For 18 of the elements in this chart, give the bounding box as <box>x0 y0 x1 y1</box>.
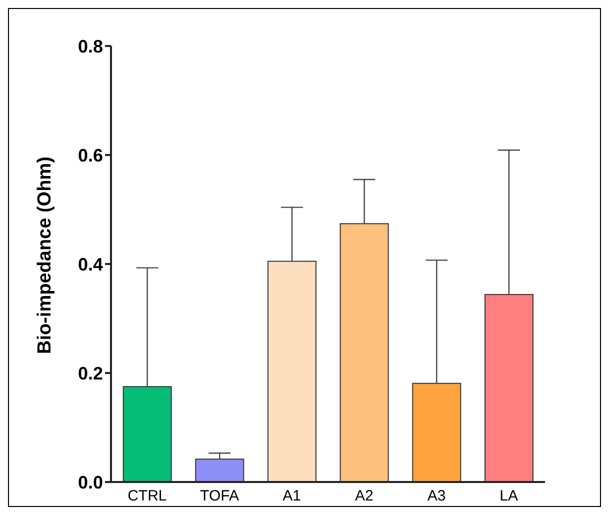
x-tick-label: TOFA <box>200 488 239 505</box>
bar <box>340 223 389 482</box>
x-tick-label: A2 <box>354 488 374 505</box>
x-tick-label: LA <box>500 488 518 505</box>
y-tick-label: 0.6 <box>78 145 103 166</box>
x-tick-label: A3 <box>427 488 446 505</box>
bar <box>122 386 172 482</box>
y-tick-label: 0.0 <box>78 472 103 492</box>
bar <box>267 260 316 482</box>
y-tick-label: 0.2 <box>78 363 103 384</box>
x-tick-label: A1 <box>282 488 302 505</box>
y-tick-label: 0.4 <box>78 254 103 274</box>
y-axis-title: Bio-impedance (Ohm) <box>34 156 56 354</box>
x-tick-label: CTRL <box>128 488 167 505</box>
y-tick-label: 0.8 <box>78 36 103 56</box>
bar <box>195 458 244 482</box>
bar <box>484 294 534 482</box>
bar <box>412 382 462 482</box>
